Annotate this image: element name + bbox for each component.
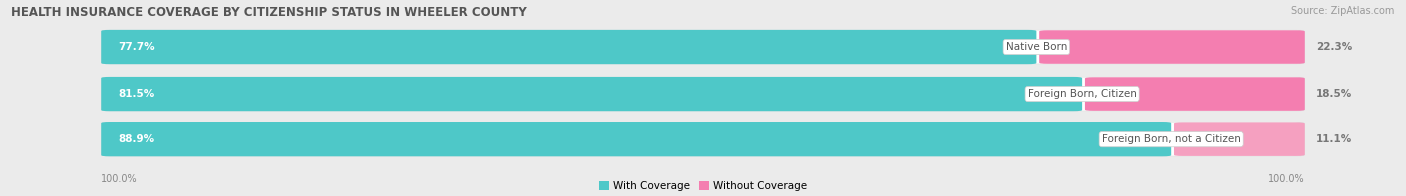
FancyBboxPatch shape: [105, 123, 1301, 156]
Text: 22.3%: 22.3%: [1316, 42, 1353, 52]
FancyBboxPatch shape: [105, 77, 1301, 111]
Text: Foreign Born, not a Citizen: Foreign Born, not a Citizen: [1102, 134, 1240, 144]
Legend: With Coverage, Without Coverage: With Coverage, Without Coverage: [599, 181, 807, 191]
FancyBboxPatch shape: [101, 77, 1083, 111]
Text: 100.0%: 100.0%: [1268, 174, 1305, 184]
FancyBboxPatch shape: [101, 30, 1305, 64]
FancyBboxPatch shape: [101, 30, 1036, 64]
Text: Native Born: Native Born: [1005, 42, 1067, 52]
FancyBboxPatch shape: [105, 31, 1301, 64]
FancyBboxPatch shape: [1039, 30, 1305, 64]
FancyBboxPatch shape: [1174, 122, 1305, 156]
FancyBboxPatch shape: [101, 122, 1305, 156]
Text: 100.0%: 100.0%: [101, 174, 138, 184]
Text: 18.5%: 18.5%: [1316, 89, 1353, 99]
FancyBboxPatch shape: [101, 122, 1171, 156]
FancyBboxPatch shape: [1085, 77, 1305, 111]
FancyBboxPatch shape: [101, 77, 1305, 111]
Text: 88.9%: 88.9%: [118, 134, 155, 144]
Text: 11.1%: 11.1%: [1316, 134, 1353, 144]
Text: HEALTH INSURANCE COVERAGE BY CITIZENSHIP STATUS IN WHEELER COUNTY: HEALTH INSURANCE COVERAGE BY CITIZENSHIP…: [11, 6, 527, 19]
Text: Foreign Born, Citizen: Foreign Born, Citizen: [1028, 89, 1136, 99]
Text: 81.5%: 81.5%: [118, 89, 155, 99]
Text: 77.7%: 77.7%: [118, 42, 155, 52]
Text: Source: ZipAtlas.com: Source: ZipAtlas.com: [1291, 6, 1395, 16]
